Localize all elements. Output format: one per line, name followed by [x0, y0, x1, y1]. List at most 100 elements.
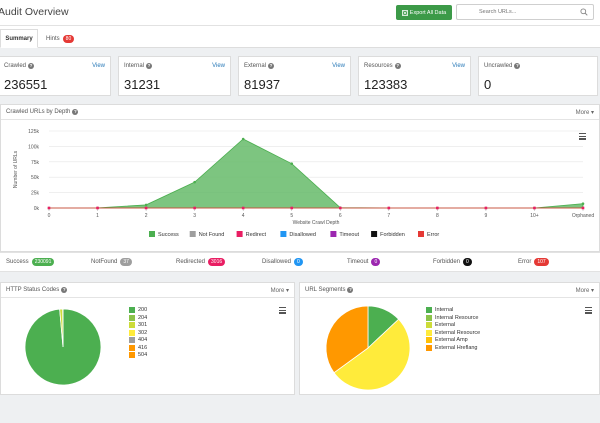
- status-redirected[interactable]: Redirected 3016: [176, 258, 226, 266]
- chart-menu-icon[interactable]: [279, 307, 286, 315]
- depth-panel-title: Crawled URLs by Depth: [6, 109, 71, 115]
- legend-swatch: [426, 322, 432, 328]
- http-panel-title: HTTP Status Codes: [6, 287, 60, 293]
- redirect-data-point: [533, 206, 536, 210]
- legend-swatch: [129, 322, 135, 328]
- url-segments-legend: Internal Internal Resource External Externa…: [426, 307, 480, 352]
- url-segments-pie-chart: [325, 305, 411, 391]
- search-box[interactable]: [456, 4, 594, 20]
- legend-item[interactable]: 301: [129, 322, 147, 328]
- legend-swatch: [426, 314, 432, 321]
- legend-item[interactable]: External Hreflang: [426, 344, 480, 351]
- status-label: Error: [518, 259, 532, 265]
- stat-card-uncrawled: Uncrawled? 0: [478, 56, 598, 96]
- legend-item[interactable]: External Resource: [426, 329, 481, 336]
- success-data-point: [241, 137, 245, 141]
- x-tick-label: 0: [48, 213, 51, 219]
- help-icon[interactable]: ?: [61, 287, 68, 293]
- redirect-data-point: [193, 206, 196, 210]
- x-tick-label: Orphaned: [572, 213, 594, 219]
- status-disallowed[interactable]: Disallowed 0: [262, 258, 303, 266]
- status-success[interactable]: Success 230091: [6, 258, 55, 266]
- stat-card-crawled: Crawled? View 236551: [0, 56, 111, 96]
- help-icon[interactable]: ?: [28, 63, 35, 69]
- depth-panel-header: Crawled URLs by Depth? More ▾: [1, 105, 599, 120]
- legend-item[interactable]: 204: [129, 314, 147, 321]
- legend-item[interactable]: 404: [129, 337, 147, 343]
- search-input[interactable]: [479, 5, 589, 19]
- success-data-point: [144, 203, 148, 207]
- chart-menu-icon[interactable]: [585, 307, 592, 315]
- stat-label: Internal: [124, 63, 145, 69]
- http-status-legend: 200 204 301 302 404 416 504: [129, 307, 147, 360]
- x-tick-label: 6: [339, 213, 342, 219]
- caret-down-icon: ▾: [590, 288, 594, 294]
- help-icon[interactable]: ?: [268, 63, 275, 69]
- legend-label: External Resource: [435, 329, 481, 336]
- legend-label: Disallowed: [289, 232, 316, 238]
- redirect-data-point: [241, 206, 245, 210]
- tab-summary-label: Summary: [5, 35, 33, 42]
- export-label: Export All Data: [409, 9, 447, 16]
- status-badge: 230091: [31, 258, 55, 266]
- legend-item[interactable]: 416: [129, 344, 147, 351]
- success-data-point: [581, 202, 585, 205]
- legend-item[interactable]: External Amp: [426, 337, 480, 343]
- help-icon[interactable]: ?: [514, 63, 521, 69]
- export-all-data-button[interactable]: Export All Data: [396, 5, 452, 20]
- legend-swatch: [189, 231, 196, 237]
- x-tick-label: 3: [193, 213, 196, 219]
- status-forbidden[interactable]: Forbidden 0: [433, 258, 472, 266]
- status-error[interactable]: Error 107: [518, 258, 549, 266]
- legend-swatch: [426, 329, 432, 336]
- legend-label: External: [435, 322, 456, 328]
- help-icon[interactable]: ?: [347, 287, 354, 293]
- more-label: More: [575, 110, 590, 116]
- legend-item[interactable]: External: [426, 322, 480, 328]
- redirect-data-point: [290, 206, 294, 210]
- legend-swatch: [129, 314, 135, 321]
- legend-item[interactable]: 200: [129, 307, 147, 313]
- chart-menu-icon[interactable]: [579, 133, 586, 141]
- legend-item[interactable]: Internal Resource: [426, 314, 480, 321]
- help-icon[interactable]: ?: [146, 63, 153, 69]
- stat-value: 236551: [4, 77, 48, 92]
- tab-summary[interactable]: Summary: [0, 29, 38, 48]
- legend-label: Error: [427, 232, 439, 238]
- status-timeout[interactable]: Timeout 0: [347, 258, 381, 266]
- view-resources-link[interactable]: View: [452, 63, 465, 69]
- http-more-dropdown[interactable]: More ▾: [271, 287, 289, 294]
- status-count-row: Success 230091 NotFound 37 Redirected 3016 …: [0, 252, 600, 272]
- help-icon[interactable]: ?: [394, 63, 401, 69]
- view-internal-link[interactable]: View: [212, 63, 225, 69]
- legend-label: 404: [138, 337, 148, 343]
- help-icon[interactable]: ?: [72, 109, 79, 115]
- tab-hints[interactable]: Hints 80: [46, 29, 75, 48]
- x-tick-label: 10+: [530, 213, 539, 219]
- y-axis-label: Number of URLs: [13, 150, 19, 188]
- depth-more-dropdown[interactable]: More ▾: [576, 109, 594, 116]
- status-notfound[interactable]: NotFound 37: [91, 258, 132, 266]
- x-tick-label: 4: [242, 213, 245, 219]
- segments-more-dropdown[interactable]: More ▾: [576, 287, 594, 294]
- success-data-point: [193, 180, 196, 184]
- stat-value: 0: [484, 77, 492, 92]
- search-icon[interactable]: [580, 8, 588, 16]
- legend-label: 504: [138, 352, 148, 358]
- view-external-link[interactable]: View: [332, 63, 345, 69]
- redirect-data-point: [436, 206, 439, 210]
- stat-value: 81937: [244, 77, 281, 92]
- legend-item[interactable]: Internal: [426, 307, 480, 313]
- legend-swatch: [418, 231, 424, 237]
- legend-item[interactable]: 302: [129, 329, 148, 336]
- legend-label: External Hreflang: [435, 344, 478, 351]
- pie-slice: [325, 305, 369, 374]
- y-tick-label: 0k: [34, 206, 40, 212]
- view-crawled-link[interactable]: View: [92, 63, 105, 69]
- success-data-point: [290, 162, 294, 165]
- redirect-data-point: [96, 206, 99, 210]
- legend-label: 302: [138, 329, 148, 336]
- legend-label: Redirect: [246, 232, 267, 238]
- legend-item[interactable]: 504: [129, 352, 147, 358]
- page-title: Audit Overview: [0, 6, 69, 18]
